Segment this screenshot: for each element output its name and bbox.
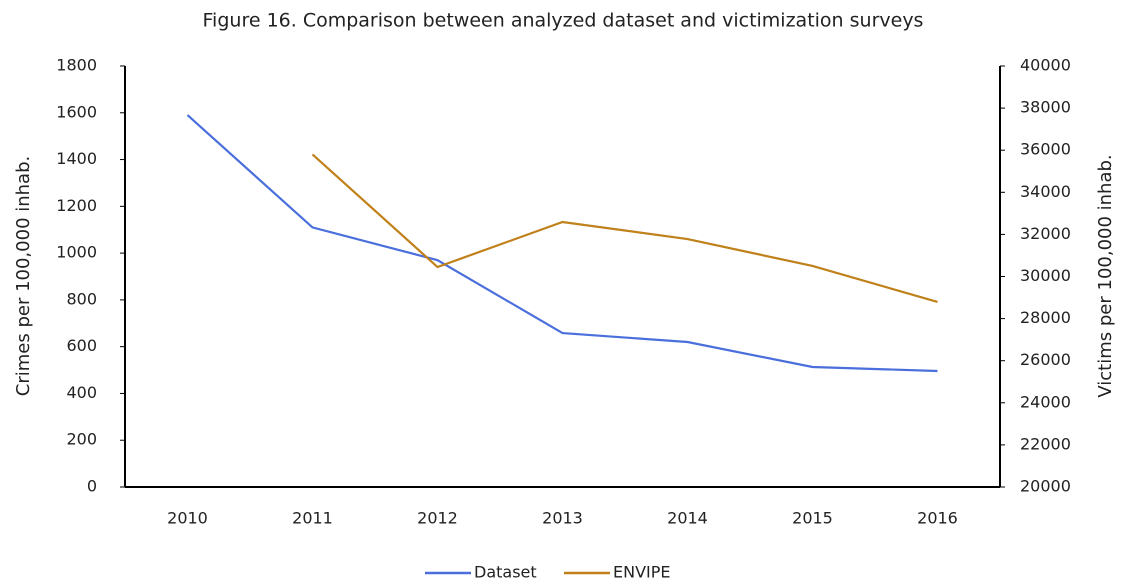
x-tick-label: 2015 <box>792 509 833 528</box>
y2-tick-label: 30000 <box>1020 266 1071 285</box>
x-tick-label: 2010 <box>167 509 208 528</box>
y2-tick-label: 34000 <box>1020 182 1071 201</box>
y2-axis-title: Victims per 100,000 inhab. <box>1095 154 1116 397</box>
x-tick-label: 2013 <box>542 509 583 528</box>
chart-title: Figure 16. Comparison between analyzed d… <box>203 10 924 32</box>
x-tick-label: 2014 <box>667 509 708 528</box>
y-tick-label: 1800 <box>56 56 97 75</box>
y-tick-label: 800 <box>66 289 97 308</box>
y2-tick-label: 40000 <box>1020 56 1071 75</box>
y-tick-label: 1000 <box>56 243 97 262</box>
y-tick-label: 1200 <box>56 196 97 215</box>
series-line <box>186 114 938 373</box>
y2-tick-label: 26000 <box>1020 350 1071 369</box>
y2-tick-label: 24000 <box>1020 392 1071 411</box>
y2-tick-label: 22000 <box>1020 434 1071 453</box>
legend-label: Dataset <box>474 563 537 582</box>
y-axis-title: Crimes per 100,000 inhab. <box>13 156 34 396</box>
series-line <box>311 153 938 304</box>
y-tick-label: 200 <box>66 430 97 449</box>
x-tick-label: 2011 <box>292 509 333 528</box>
y2-tick-label: 38000 <box>1020 98 1071 117</box>
y-tick-label: 400 <box>66 383 97 402</box>
x-tick-label: 2016 <box>917 509 958 528</box>
x-tick-label: 2012 <box>417 509 458 528</box>
y2-tick-label: 32000 <box>1020 224 1071 243</box>
y-tick-label: 600 <box>66 336 97 355</box>
y-tick-label: 1400 <box>56 149 97 168</box>
legend-label: ENVIPE <box>613 563 671 582</box>
y-tick-label: 0 <box>87 477 97 496</box>
y2-tick-label: 28000 <box>1020 308 1071 327</box>
y2-tick-label: 36000 <box>1020 140 1071 159</box>
y2-tick-label: 20000 <box>1020 477 1071 496</box>
y-tick-label: 1600 <box>56 102 97 121</box>
